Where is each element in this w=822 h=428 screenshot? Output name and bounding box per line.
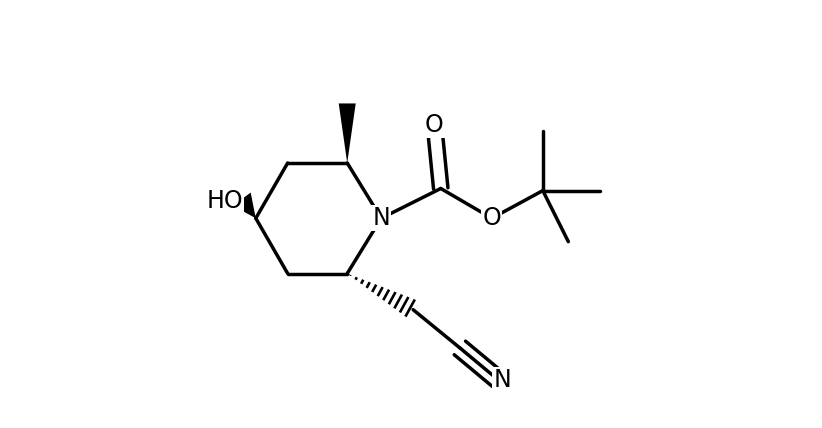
Text: N: N: [372, 206, 390, 230]
Text: O: O: [425, 113, 444, 137]
Polygon shape: [233, 193, 256, 218]
Text: HO: HO: [206, 189, 243, 213]
Text: O: O: [483, 206, 501, 230]
Polygon shape: [339, 104, 356, 163]
Text: N: N: [493, 368, 511, 392]
